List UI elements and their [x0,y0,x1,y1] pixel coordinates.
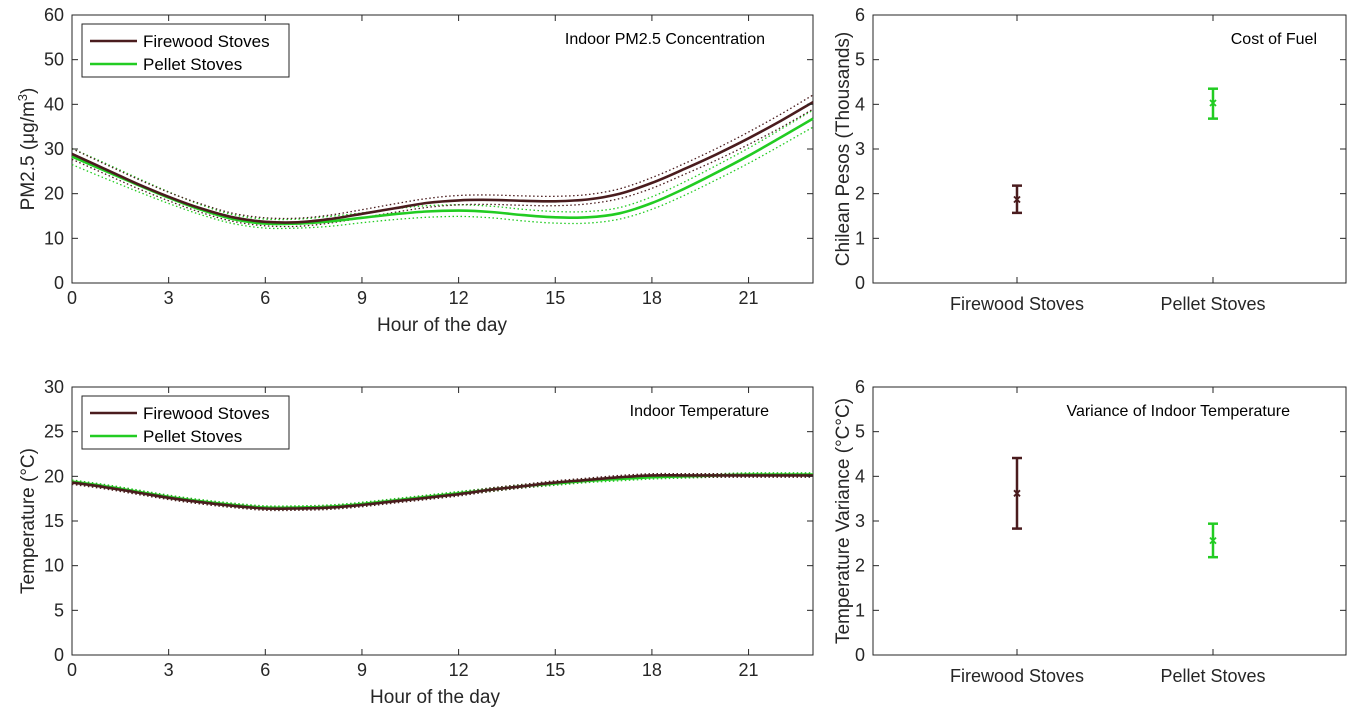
temp-x-axis-label: Hour of the day [370,687,500,708]
temp-pellet-ci-upper [71,472,813,507]
pm25-y-axis-label-main: PM2.5 (μg/m [18,101,39,210]
fuel-plot-box [872,14,1347,284]
temp-legend-firewood-label: Firewood Stoves [143,404,270,423]
pm25-series-group [71,94,814,230]
temp-ytick-label: 15 [44,511,64,531]
var-ytick-label: 3 [855,511,865,531]
pm25-firewood-ci-upper [71,94,814,220]
temp-xtick-label: 3 [164,660,174,680]
temp-legend-pellet-label: Pellet Stoves [143,427,242,446]
pm25-ytick-label: 10 [44,228,64,248]
pm25-x-axis-label: Hour of the day [377,315,507,336]
temp-ytick-label: 25 [44,422,64,442]
pm25-legend-firewood-label: Firewood Stoves [143,32,270,51]
var-category-label: Firewood Stoves [950,666,1084,686]
pm25-ytick-label: 60 [44,5,64,25]
var-ytick-label: 6 [855,377,865,397]
var-y-axis-label: Temperature Variance (°C°C) [833,398,854,644]
temp-xtick-label: 15 [545,660,565,680]
fuel-category-label: Pellet Stoves [1160,294,1265,314]
pm25-y-axis-label-end: ) [18,88,39,94]
temp-legend-box [81,395,290,450]
temp-xtick-label: 6 [260,660,270,680]
temp-title: Indoor Temperature [630,403,769,420]
fuel-ytick-label: 6 [855,5,865,25]
pm25-legend-box [81,23,290,78]
pm25-panel: 0 10 20 30 40 50 60 0 3 6 9 12 15 18 21 Indoor PM2.5 C… [15,5,814,336]
pm25-xtick-label: 3 [164,288,174,308]
temp-panel: 0 5 10 15 20 25 30 0 3 6 9 12 15 18 21 Indoor Temperat… [18,377,814,708]
temp-xtick-label: 21 [739,660,759,680]
pm25-xtick-label: 9 [357,288,367,308]
var-marks-group [1012,456,1218,559]
temp-ticks-group: 0 5 10 15 20 25 30 0 3 6 9 12 15 18 21 [44,377,813,680]
pm25-y-axis-label-sup: 3 [15,94,30,101]
var-firewood-mean-marker [1013,489,1021,497]
temp-ytick-label: 30 [44,377,64,397]
pm25-xtick-label: 21 [739,288,759,308]
temp-xtick-label: 0 [67,660,77,680]
fuel-pellet-mean-marker [1209,99,1217,107]
pm25-ytick-label: 40 [44,94,64,114]
fuel-ytick-label: 1 [855,228,865,248]
pm25-ytick-label: 30 [44,139,64,159]
var-ytick-label: 4 [855,466,865,486]
var-ytick-label: 1 [855,600,865,620]
pm25-firewood-ci-lower [71,108,814,228]
fuel-title: Cost of Fuel [1231,31,1317,48]
fuel-ytick-label: 2 [855,184,865,204]
pm25-pellet-ci-upper [71,109,814,221]
fuel-ytick-label: 0 [855,273,865,293]
fuel-ytick-label: 4 [855,94,865,114]
temp-xtick-label: 12 [449,660,469,680]
fuel-panel: 0 1 2 3 4 5 6 Firewood Stoves Pellet Stoves Cost… [833,5,1347,314]
var-category-label: Pellet Stoves [1160,666,1265,686]
temp-y-axis-label: Temperature (°C) [18,448,39,594]
var-pellet-mean-marker [1209,537,1217,545]
pm25-xtick-label: 12 [449,288,469,308]
temp-legend: Firewood Stoves Pellet Stoves [81,395,290,450]
temp-xtick-label: 9 [357,660,367,680]
fuel-ticks-group: 0 1 2 3 4 5 6 Firewood Stoves Pellet Stoves [855,5,1346,314]
temp-ytick-label: 5 [54,600,64,620]
pm25-ytick-label: 20 [44,184,64,204]
pm25-ytick-label: 0 [54,273,64,293]
fuel-category-label: Firewood Stoves [950,294,1084,314]
fuel-marks-group [1012,87,1218,215]
temp-ytick-label: 20 [44,466,64,486]
var-ytick-label: 0 [855,645,865,665]
pm25-xtick-label: 18 [642,288,662,308]
var-title: Variance of Indoor Temperature [1066,403,1290,420]
fuel-y-axis-label: Chilean Pesos (Thousands) [833,32,854,266]
fuel-ytick-label: 3 [855,139,865,159]
pm25-title: Indoor PM2.5 Concentration [565,31,765,48]
pm25-firewood-line [71,100,814,224]
fuel-ytick-label: 5 [855,50,865,70]
var-panel: 0 1 2 3 4 5 6 Firewood Stoves Pellet Stoves Vari… [833,377,1347,686]
temp-firewood-ci-lower [71,476,813,512]
temp-ytick-label: 10 [44,556,64,576]
pm25-xtick-label: 0 [67,288,77,308]
pm25-ticks-group: 0 10 20 30 40 50 60 0 3 6 9 12 15 18 21 [44,5,813,308]
pm25-xtick-label: 6 [260,288,270,308]
temp-xtick-label: 18 [642,660,662,680]
pm25-legend: Firewood Stoves Pellet Stoves [81,23,290,78]
var-plot-box [872,386,1347,656]
temp-firewood-line [71,473,813,511]
pm25-y-axis-label: PM2.5 (μg/m3) [15,88,40,211]
temp-ytick-label: 0 [54,645,64,665]
var-ytick-label: 5 [855,422,865,442]
fuel-firewood-mean-marker [1013,195,1021,204]
var-ticks-group: 0 1 2 3 4 5 6 Firewood Stoves Pellet Stoves [855,377,1346,686]
pm25-legend-pellet-label: Pellet Stoves [143,55,242,74]
var-ytick-label: 2 [855,556,865,576]
temp-series-group [71,472,813,512]
pm25-ytick-label: 50 [44,50,64,70]
pm25-xtick-label: 15 [545,288,565,308]
